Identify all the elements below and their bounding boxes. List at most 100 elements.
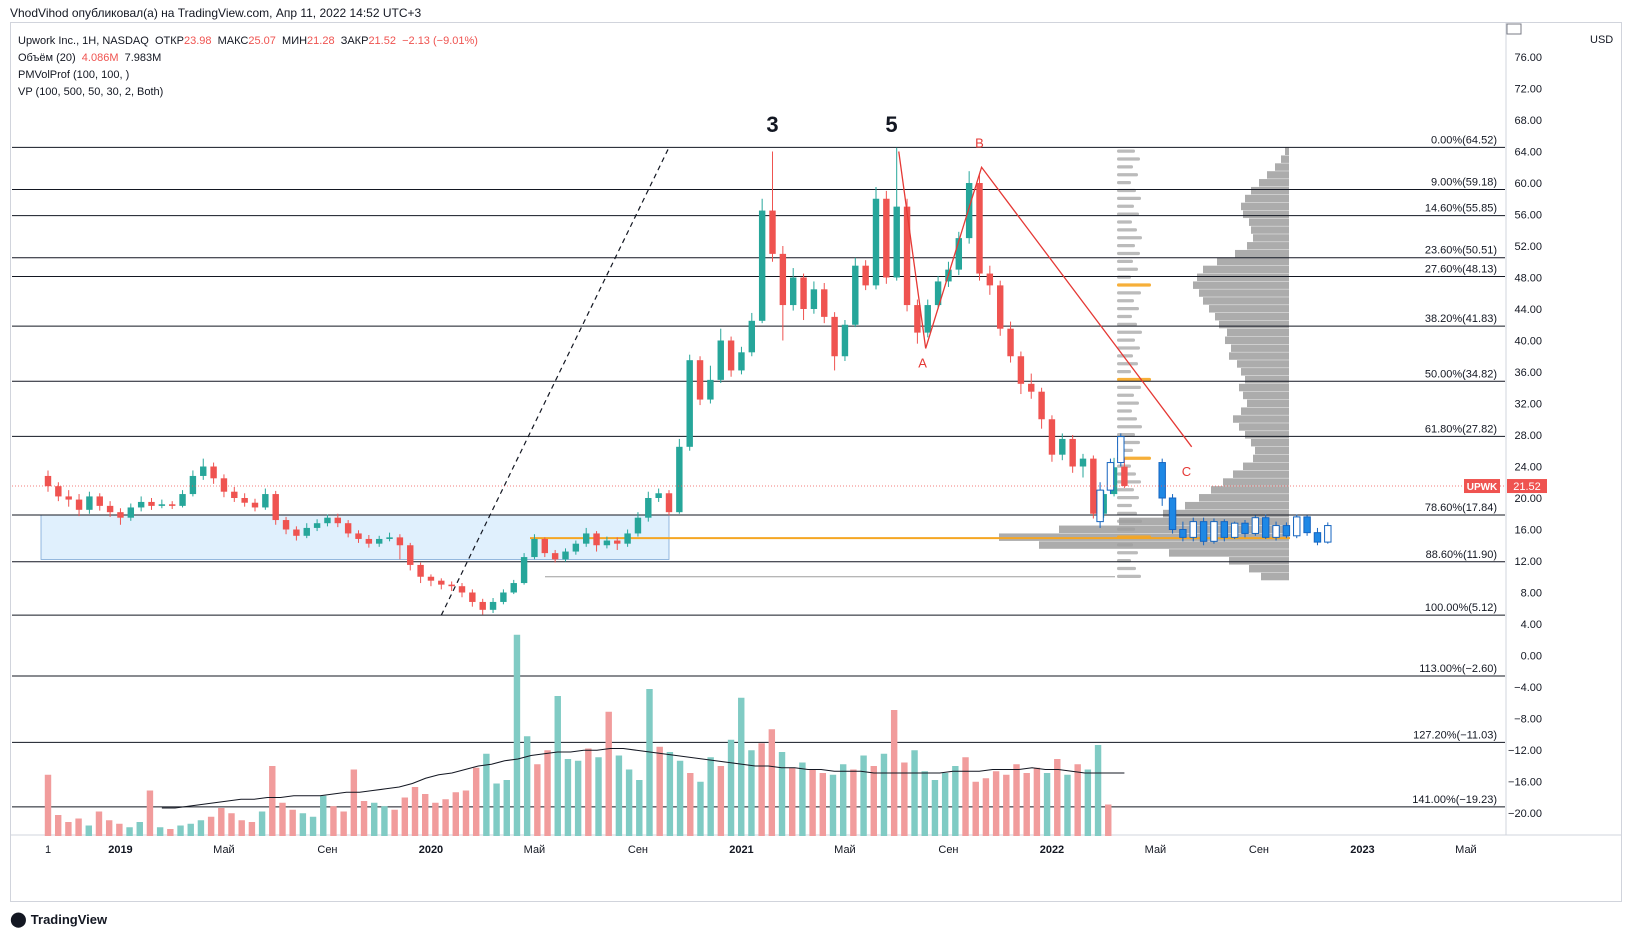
wave-label: 3: [766, 112, 778, 137]
dashed-trend-line: [440, 147, 670, 616]
volume-profile-bar: [1249, 564, 1289, 573]
volume-bar: [819, 773, 827, 836]
volume-bar: [177, 825, 184, 836]
volume-bar: [1043, 773, 1051, 836]
volume-bar: [442, 799, 449, 836]
legend-indicator-vp[interactable]: VP (100, 500, 50, 30, 2, Both): [18, 86, 164, 98]
volume-bar: [636, 780, 643, 836]
volume-bar: [799, 762, 806, 836]
mini-profile-bar: [1117, 354, 1133, 358]
price-axis-tick: 4.00: [1521, 619, 1542, 631]
volume-bar: [860, 755, 867, 836]
volume-profile-bar: [1245, 375, 1289, 384]
candle-body: [862, 265, 869, 286]
price-axis-tick: −12.00: [1508, 745, 1542, 757]
candle-body: [86, 496, 93, 510]
projection-candle-body: [1293, 516, 1301, 537]
candle-body: [520, 557, 528, 584]
volume-bar: [391, 809, 398, 836]
volume-profile-bar: [1203, 265, 1289, 274]
volume-profile-bar: [1275, 163, 1289, 171]
time-axis-tick: 2019: [108, 844, 132, 856]
candle-body: [810, 289, 818, 309]
price-axis-tick: 32.00: [1514, 399, 1542, 411]
candle-body: [55, 486, 62, 497]
time-axis-tick: 2020: [419, 844, 443, 856]
volume-bar: [534, 764, 541, 836]
legend-volume-label: Объём (20): [18, 52, 76, 64]
candle-body: [800, 277, 807, 309]
candle-body: [821, 289, 828, 317]
volume-bar: [421, 794, 429, 836]
volume-bar: [574, 760, 582, 836]
volume-profile-bar: [1233, 470, 1289, 478]
legend-volume-row[interactable]: Объём (20) 4.086M 7.983M: [18, 50, 478, 67]
candle-body: [448, 584, 455, 587]
fib-level-label: 9.00%(59.18): [1431, 176, 1497, 188]
candle-body: [717, 340, 724, 380]
mini-profile-bar: [1117, 385, 1141, 389]
candle-body: [489, 601, 497, 610]
candle-body: [324, 517, 331, 524]
candle-body: [976, 183, 983, 274]
volume-bar: [350, 769, 358, 836]
fib-level-label: 27.60%(48.13): [1425, 263, 1497, 275]
candle-body: [1038, 391, 1045, 420]
volume-bar: [309, 816, 317, 836]
tradingview-logo[interactable]: ⬤ TradingView: [10, 910, 107, 928]
candle-body: [665, 493, 673, 513]
volume-bar: [880, 753, 888, 836]
time-axis-tick: Май: [1455, 844, 1477, 856]
wave-label: A: [918, 355, 927, 370]
volume-bar: [748, 750, 755, 836]
fib-level-label: 50.00%(34.82): [1425, 368, 1497, 380]
candle-body: [893, 206, 900, 278]
candle-body: [914, 305, 921, 333]
time-axis-tick: Сен: [628, 844, 648, 856]
volume-bar: [1003, 774, 1010, 836]
volume-bar: [187, 823, 194, 836]
price-axis-tick: −4.00: [1514, 682, 1542, 694]
candle-body: [758, 210, 766, 321]
candle-body: [210, 466, 217, 479]
legend-low: 21.28: [307, 35, 335, 47]
candle-body: [727, 340, 735, 371]
legend-high-label: МАКС: [217, 35, 249, 47]
chart-settings-icon: [1506, 23, 1522, 35]
candle-body: [624, 533, 631, 544]
volume-profile-bar: [1241, 368, 1289, 376]
volume-profile-bar: [1039, 541, 1289, 549]
candle-body: [831, 316, 838, 357]
projection-candle-body: [1230, 522, 1239, 538]
price-axis-tick: 76.00: [1514, 52, 1542, 64]
volume-bar: [371, 802, 378, 836]
volume-bar: [605, 711, 612, 836]
candle-body: [634, 517, 642, 534]
volume-profile-bar: [1193, 281, 1289, 289]
candle-body: [375, 538, 383, 544]
volume-bar: [136, 822, 143, 836]
candle-body: [934, 281, 942, 306]
legend-symbol[interactable]: Upwork Inc., 1Н, NASDAQ: [18, 35, 149, 47]
volume-bar: [1033, 767, 1041, 836]
volume-bar: [1054, 759, 1061, 836]
tradingview-logo-icon: ⬤: [10, 911, 27, 928]
legend-indicator-pmvolprof[interactable]: PMVolProf (100, 100, ): [18, 69, 130, 81]
fib-level-label: 88.60%(11.90): [1426, 549, 1497, 561]
chart-frame: [10, 22, 1622, 902]
fib-level-label: 0.00%(64.52): [1431, 134, 1497, 146]
price-axis-tick: 52.00: [1514, 241, 1542, 253]
mini-profile-bar: [1117, 165, 1133, 169]
volume-profile-bar: [1245, 431, 1289, 439]
volume-profile-bar: [1241, 202, 1289, 211]
candle-body: [365, 538, 373, 544]
projection-candle-body: [1179, 529, 1187, 538]
fib-level-label: 78.60%(17.84): [1425, 502, 1497, 514]
mini-profile-bar: [1117, 228, 1137, 232]
fib-level-label: 38.20%(41.83): [1425, 313, 1497, 325]
volume-bar: [279, 802, 286, 836]
currency-label[interactable]: USD: [1590, 34, 1614, 46]
volume-bar: [931, 780, 939, 836]
projection-candle-body: [1241, 522, 1249, 534]
